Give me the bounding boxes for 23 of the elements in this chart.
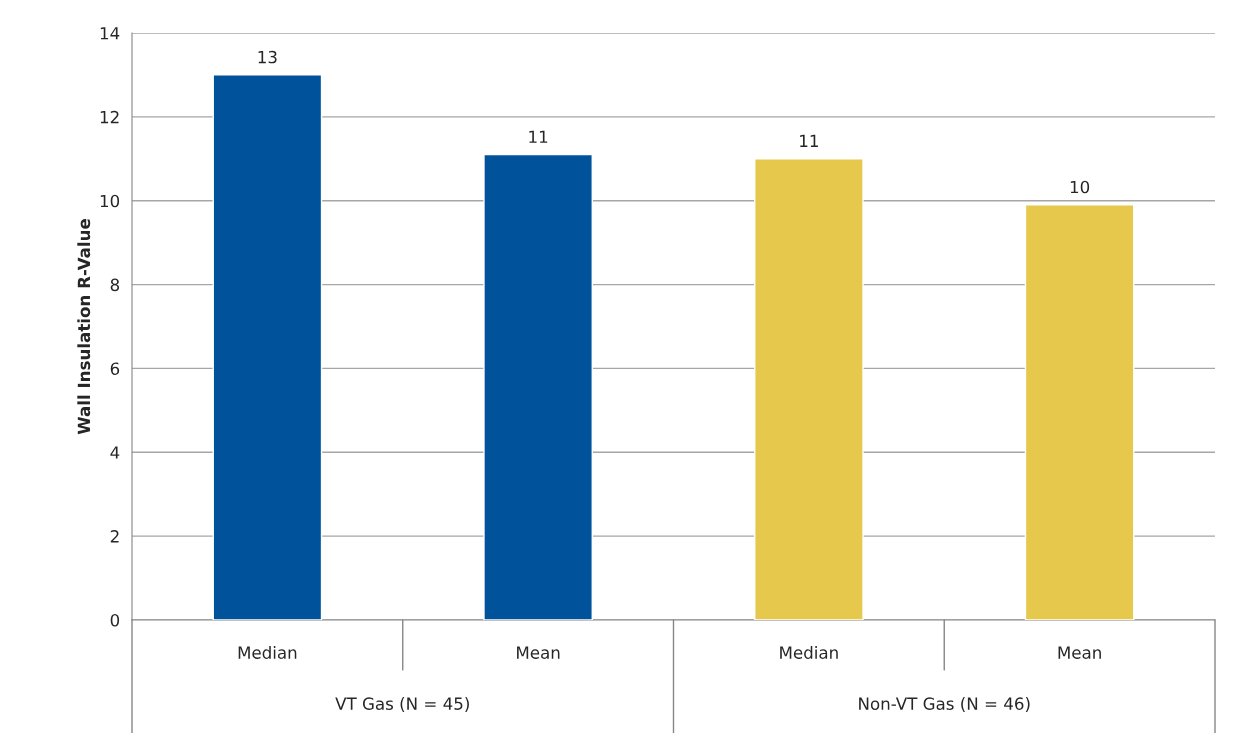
x-tick-label: Median bbox=[238, 645, 297, 659]
data-label: 10 bbox=[1070, 180, 1090, 194]
data-label: 11 bbox=[800, 134, 818, 147]
x-tick-label: Mean bbox=[517, 646, 560, 659]
y-tick-label: 6 bbox=[110, 362, 120, 375]
data-label: 13 bbox=[258, 50, 277, 64]
y-tick-label: 12 bbox=[100, 110, 119, 124]
bar bbox=[1024, 204, 1135, 620]
y-axis-title: Wall Insulation R-Value bbox=[77, 219, 91, 435]
data-label: 11 bbox=[529, 130, 548, 143]
y-tick-label: 0 bbox=[110, 613, 120, 627]
y-tick-label: 2 bbox=[110, 530, 119, 543]
y-tick-label: 10 bbox=[100, 194, 120, 208]
y-tick-label: 8 bbox=[110, 278, 120, 292]
y-tick-label: 4 bbox=[110, 446, 120, 459]
bar bbox=[754, 158, 864, 620]
y-tick-label: 14 bbox=[100, 27, 120, 40]
bar bbox=[212, 74, 323, 620]
text: VT Gas (N = 45) bbox=[335, 697, 469, 712]
bar bbox=[483, 153, 593, 620]
text: Non-VT Gas (N = 46) bbox=[859, 697, 1030, 712]
x-tick-label: Median bbox=[780, 645, 838, 659]
x-tick-label: Mean bbox=[1058, 646, 1101, 659]
